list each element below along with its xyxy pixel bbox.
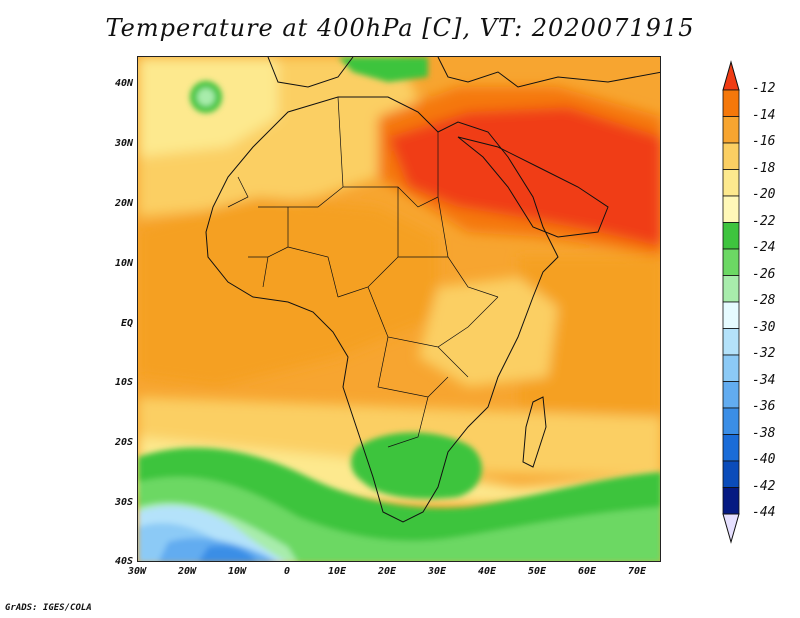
lat-tick-label: 20N [114,198,133,209]
lat-tick-label: 10S [114,377,133,388]
nw-green-center [197,88,215,106]
colorbar-tick-label: -34 [752,372,776,388]
colorbar-segment [722,407,740,435]
colorbar-segment [722,195,740,223]
colorbar-segment [722,89,740,117]
lat-tick-label: EQ [120,318,133,329]
lat-tick-label: 30S [114,497,133,508]
lat-tick-label: 40N [114,78,133,89]
colorbar-tick-label: -18 [752,160,776,176]
madagascar-coastline [522,396,547,468]
lon-tick-label: 20E [377,566,397,577]
grads-credit: GrADS: IGES/COLA [5,603,92,613]
lon-tick-label: 60E [577,566,597,577]
africa-coastline [205,96,559,523]
europe-coastline [267,57,354,88]
colorbar-segment [722,487,740,515]
colorbar-segment [722,142,740,170]
map-title: Temperature at 400hPa [C], VT: 202007191… [105,14,695,42]
colorbar-tick-label: -36 [752,399,776,414]
colorbar-tick-label: -20 [752,187,776,202]
colorbar-segment [722,328,740,356]
colorbar-segment [722,116,740,144]
lon-tick-label: 10W [227,566,247,577]
lat-tick-label: 10N [114,258,133,269]
sahel-orange [138,197,438,387]
colorbar-segment [722,275,740,303]
colorbar-tick-label: -44 [752,505,776,520]
colorbar-segment [722,381,740,409]
colorbar-tick-label: -32 [752,346,776,361]
colorbar-segment [722,460,740,488]
colorbar-segment [722,434,740,462]
colorbar-tick-label: -24 [752,240,776,255]
colorbar-tick-label: -22 [752,213,776,229]
lon-tick-label: 40E [477,566,497,577]
east-africa-yellow [418,277,558,387]
lon-tick-label: 70E [627,566,647,577]
colorbar-tick-label: -14 [752,107,776,123]
colorbar-tick-label: -42 [752,478,776,494]
colorbar-segment [722,354,740,382]
colorbar-segment [722,248,740,276]
sw-cold-4 [199,545,257,561]
colorbar-tick-label: -38 [752,425,776,441]
colorbar-tick-label: -30 [752,319,776,335]
colorbar-tick-label: -12 [752,81,776,96]
colorbar-tick-label: -16 [752,134,776,149]
temperature-field [138,57,660,561]
country-borders [258,96,499,448]
colorbar-bottom-arrow [722,513,740,544]
colorbar-tick-label: -28 [752,293,776,308]
lon-tick-label: 0 [283,566,291,577]
lon-tick-label: 20W [177,566,197,577]
arabia-red-core [388,107,660,247]
colorbar-top-arrow [722,60,740,91]
lon-tick-label: 30W [127,566,147,577]
arabia-coastline [457,136,609,238]
southern-africa-green [351,432,482,499]
lon-tick-label: 50E [527,566,547,577]
lat-tick-label: 20S [114,437,133,448]
colorbar-segment [722,222,740,250]
west-africa-borders [227,176,339,298]
temperature-map [137,56,661,562]
colorbar-segment [722,301,740,329]
colorbar-tick-label: -26 [752,266,776,282]
lon-tick-label: 10E [327,566,347,577]
lon-tick-label: 30E [427,566,447,577]
lat-tick-label: 40S [114,556,133,567]
lat-tick-label: 30N [114,138,133,149]
colorbar-tick-label: -40 [752,452,776,467]
asia-coastline [437,57,660,88]
colorbar [722,60,740,544]
med-green [338,57,428,82]
colorbar-segment [722,169,740,197]
